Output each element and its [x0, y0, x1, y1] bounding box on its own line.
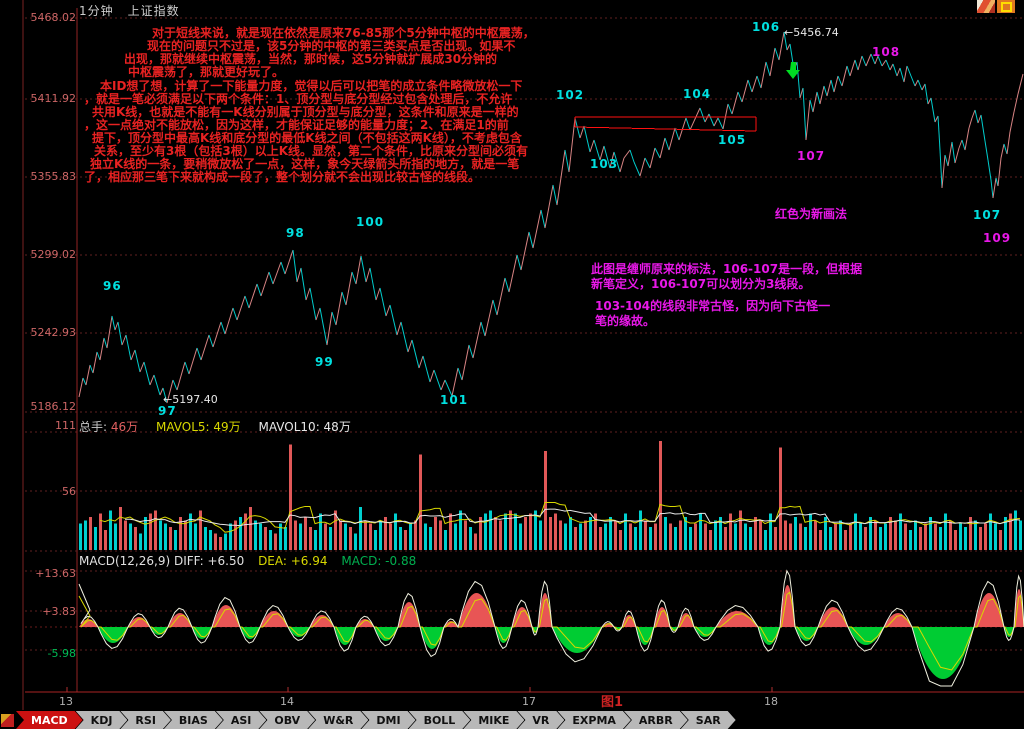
tab-boll[interactable]: BOLL	[409, 711, 471, 729]
mavol10-value: MAVOL10: 48万	[258, 420, 351, 434]
tab-dmi[interactable]: DMI	[361, 711, 415, 729]
chart-header: 1分钟 上证指数	[79, 2, 194, 19]
pivot-label-99: 99	[315, 355, 334, 369]
tab-expma[interactable]: EXPMA	[557, 711, 631, 729]
tab-wr[interactable]: W&R	[308, 711, 368, 729]
annotation-line: 中枢震荡了，那就更好玩了。	[128, 65, 285, 79]
draw-tool-icon[interactable]	[977, 0, 995, 13]
indicator-tab-bar: MACD KDJ RSI BIAS ASI OBV W&R DMI BOLL MIKE VR EXPM…	[0, 711, 1024, 729]
pivot-label-109: 109	[983, 231, 1012, 245]
square-icon	[1000, 1, 1012, 12]
annotation-line: 现在的问题只不过是，该5分钟的中枢的第三类买点是否出现。如果不	[147, 39, 516, 53]
tab-rsi[interactable]: RSI	[120, 711, 171, 729]
price-axis-label: 5468.02	[30, 11, 77, 24]
tab-obv[interactable]: OBV	[259, 711, 315, 729]
annotation-line: 共用K线，也就是不能有一K线分别属于顶分型与底分型，这条件和原来是一样的	[92, 105, 519, 119]
mavol5-value: MAVOL5: 49万	[155, 420, 241, 434]
price-axis-label: 5186.12	[30, 400, 77, 413]
price-axis-label: 5355.83	[30, 170, 77, 183]
pivot-label-108: 108	[872, 45, 901, 59]
tab-bias[interactable]: BIAS	[164, 711, 223, 729]
annotation-red-note-1: 对于短线来说，就是现在依然是原来76-85那个5分钟中枢的中枢震荡， 现在的问题只…	[124, 27, 535, 79]
annotation-line: 出现，那就继续中枢震荡，当然，那时候，这5分钟就扩展成30分钟的	[124, 52, 498, 66]
zongshou-label: 总手:	[79, 420, 108, 434]
zongshou-value: 46万	[110, 420, 139, 434]
annotation-line: 了，相应那三笔下来就构成一段了，整个划分就不会出现比较古怪的线段。	[84, 170, 481, 184]
volume-readout: 总手: 46万 MAVOL5: 49万 MAVOL10: 48万	[79, 418, 351, 435]
pivot-label-101: 101	[440, 393, 469, 407]
annotation-magenta-note-2: 103-104的线段非常古怪，因为向下古怪一 笔的缘故。	[595, 299, 830, 329]
annotation-line: 对于短线来说，就是现在依然是原来76-85那个5分钟中枢的中枢震荡，	[152, 26, 535, 40]
macd-axis-label: +13.63	[35, 567, 76, 580]
symbol-name: 上证指数	[127, 4, 180, 18]
pivot-label-97: 97	[158, 404, 177, 418]
annotation-line: 提下，顶分型中最高K线和底分型的最低K线之间（不包括这两K线），不考虑包含	[92, 131, 522, 145]
macd-diff-value: MACD(12,26,9) DIFF: +6.50	[79, 554, 245, 568]
annotation-magenta-note-1: 此图是缠师原来的标法，106-107是一段，但根据 新笔定义，106-107可以划…	[591, 262, 862, 292]
annotation-red-legend: 红色为新画法	[775, 207, 848, 221]
time-label-14: 14	[280, 695, 294, 708]
macd-dea-value: DEA: +6.94	[258, 554, 328, 568]
annotation-line: 本ID想了想，计算了一下能量力度，觉得以后可以把笔的成立条件略微放松一下	[100, 79, 523, 93]
annotation-line: 此图是缠师原来的标法，106-107是一段，但根据	[591, 262, 863, 276]
pivot-label-107: 107	[973, 208, 1002, 222]
macd-readout: MACD(12,26,9) DIFF: +6.50 DEA: +6.94 MAC…	[79, 554, 416, 568]
pivot-label-107: 107	[797, 149, 826, 163]
price-callout: ←5197.40	[163, 393, 218, 406]
annotation-line: 独立K线的一条，要稍微放松了一点，这样，象今天绿箭头所指的地方，就是一笔	[90, 157, 520, 171]
time-label-18: 18	[764, 695, 778, 708]
period-label: 1分钟	[79, 4, 114, 18]
time-label-17: 17	[522, 695, 536, 708]
price-axis-label: 5299.02	[30, 248, 77, 261]
macd-value: MACD: -0.88	[341, 554, 417, 568]
pivot-label-103: 103	[590, 157, 619, 171]
annotation-red-note-2: 本ID想了想，计算了一下能量力度，觉得以后可以把笔的成立条件略微放松一下 ，就是一…	[84, 80, 528, 184]
price-axis-label: 5411.92	[30, 92, 77, 105]
tab-mike[interactable]: MIKE	[463, 711, 524, 729]
pivot-label-104: 104	[683, 87, 712, 101]
price-axis-label: 5242.93	[30, 326, 77, 339]
macd-axis-label: +3.83	[42, 605, 76, 618]
pivot-label-96: 96	[103, 279, 122, 293]
annotation-line: 新笔定义，106-107可以划分为3线段。	[591, 277, 811, 291]
macd-axis-label: -5.98	[47, 647, 76, 660]
annotation-line: ，这一点绝对不能放松，因为这样，才能保证足够的能量力度；2、在满足1的前	[84, 118, 509, 132]
annotation-line: 关系，至少有3根（包括3根）以上K线。显然，第二个条件，比原来分型间必须有	[94, 144, 529, 158]
annotation-line: ，就是一笔必须满足以下两个条件：1、顶分型与底分型经过包含处理后，不允许	[84, 92, 513, 106]
figure-label: 图1	[601, 695, 624, 710]
volume-axis-label: 111	[55, 419, 76, 432]
annotation-line: 103-104的线段非常古怪，因为向下古怪一	[595, 299, 831, 313]
volume-axis-label: 56	[62, 485, 76, 498]
tab-arbr[interactable]: ARBR	[624, 711, 688, 729]
pivot-label-98: 98	[286, 226, 305, 240]
tab-scroll-icon[interactable]	[1, 714, 14, 727]
tab-macd[interactable]: MACD	[16, 711, 83, 729]
tab-sar[interactable]: SAR	[681, 711, 736, 729]
frame-tool-icon[interactable]	[997, 0, 1015, 13]
time-label-13: 13	[59, 695, 73, 708]
tab-asi[interactable]: ASI	[216, 711, 267, 729]
pivot-label-105: 105	[718, 133, 747, 147]
annotation-line: 笔的缘故。	[595, 314, 656, 328]
pivot-label-102: 102	[556, 88, 585, 102]
tab-vr[interactable]: VR	[517, 711, 564, 729]
pivot-label-106: 106	[752, 20, 781, 34]
price-callout: ←5456.74	[784, 26, 839, 39]
pivot-label-100: 100	[356, 215, 385, 229]
tab-kdj[interactable]: KDJ	[76, 711, 128, 729]
